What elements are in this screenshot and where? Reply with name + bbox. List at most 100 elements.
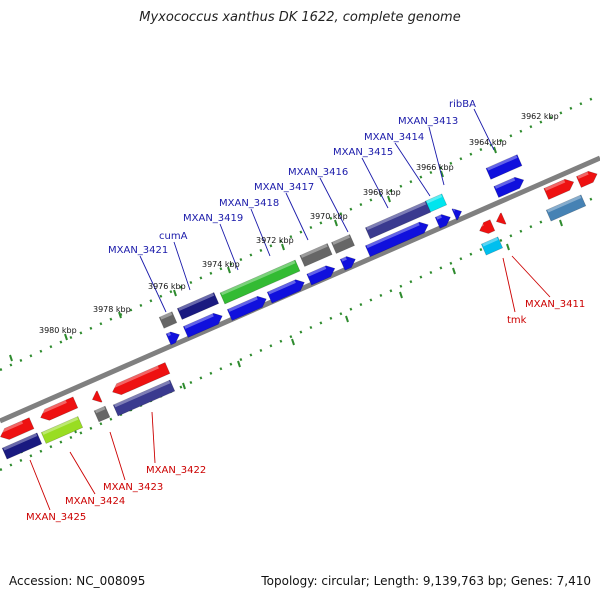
- gene-highlight: [494, 177, 516, 189]
- gene-label[interactable]: MXAN_3415: [333, 147, 393, 158]
- ruler-tick: [559, 219, 563, 227]
- gene-feature: [339, 256, 356, 271]
- gene-highlight: [494, 215, 497, 219]
- gene-arrow: [226, 295, 267, 321]
- gene-feature: [176, 292, 220, 320]
- ruler-tick: [9, 354, 13, 362]
- gene-highlight: [42, 416, 79, 435]
- gene-feature: [219, 259, 301, 305]
- scale-label: 3980 kbp: [39, 326, 77, 335]
- gene-arrow: [434, 214, 451, 229]
- gene-highlight: [547, 195, 582, 213]
- ruler-tick: [64, 333, 68, 341]
- gene-label[interactable]: MXAN_3413: [398, 116, 458, 127]
- gene-arrow: [493, 176, 525, 198]
- scale-label: 3976 kbp: [148, 282, 186, 291]
- gene-feature: [493, 176, 525, 198]
- gene-arrow: [479, 219, 496, 234]
- gene-label[interactable]: MXAN_3411: [525, 299, 585, 310]
- leader-line: [319, 177, 349, 233]
- gene-label[interactable]: ribBA: [449, 99, 476, 110]
- ruler-tick: [452, 267, 456, 275]
- gene-label[interactable]: MXAN_3422: [146, 465, 206, 476]
- gene-feature: [266, 279, 305, 304]
- gene-label[interactable]: MXAN_3418: [219, 198, 279, 209]
- gene-label[interactable]: MXAN_3416: [288, 167, 348, 178]
- leader-line: [29, 459, 51, 511]
- gene-arrow: [331, 234, 355, 254]
- gene-highlight: [111, 365, 159, 389]
- leader-line: [219, 223, 239, 271]
- gene-feature: [299, 243, 333, 267]
- gene-arrow: [299, 243, 333, 267]
- gene-highlight: [90, 393, 93, 397]
- gene-label[interactable]: MXAN_3414: [364, 132, 424, 143]
- upper-ruler: [0, 93, 600, 372]
- gene-arrow: [112, 379, 176, 417]
- gene-arrow: [485, 154, 523, 180]
- gene-label[interactable]: tmk: [507, 315, 527, 326]
- gene-highlight: [39, 400, 67, 415]
- gene-highlight: [577, 171, 589, 179]
- leader-line: [69, 451, 96, 495]
- gene-arrow: [93, 405, 111, 423]
- gene-label[interactable]: MXAN_3419: [183, 213, 243, 224]
- gene-label[interactable]: MXAN_3424: [65, 496, 125, 507]
- accession-text: Accession: NC_008095: [9, 574, 146, 588]
- gene-arrow: [219, 259, 301, 305]
- gene-arrow: [306, 265, 336, 286]
- ruler-tick: [387, 195, 391, 203]
- gene-highlight: [95, 406, 106, 414]
- lower-ruler: [0, 193, 600, 472]
- gene-feature: [451, 208, 463, 221]
- gene-highlight: [228, 296, 258, 312]
- gene-arrow: [40, 416, 84, 444]
- gene-arrow: [451, 208, 463, 221]
- gene-highlight: [268, 280, 296, 295]
- leader-line: [139, 255, 167, 313]
- summary-text: Topology: circular; Length: 9,139,763 bp…: [261, 574, 591, 588]
- label-leader-lines: [29, 108, 551, 511]
- leader-line: [151, 411, 156, 464]
- gene-arrow: [182, 312, 223, 338]
- leader-line: [394, 142, 431, 197]
- ruler-tick: [237, 360, 241, 368]
- leader-line: [511, 255, 551, 298]
- gene-highlight: [220, 260, 296, 296]
- gene-feature: [93, 405, 111, 423]
- gene-highlight: [178, 292, 215, 311]
- leader-line: [473, 108, 495, 151]
- gene-arrow: [1, 432, 43, 460]
- leader-line: [428, 126, 445, 186]
- gene-arrow: [40, 396, 79, 421]
- gene-feature: [364, 200, 432, 240]
- gene-label[interactable]: MXAN_3421: [108, 245, 168, 256]
- ruler-tick: [182, 382, 186, 390]
- gene-highlight: [486, 155, 518, 171]
- gene-highlight: [544, 179, 566, 191]
- leader-line: [250, 208, 271, 257]
- gene-label[interactable]: MXAN_3417: [254, 182, 314, 193]
- gene-feature: [543, 178, 575, 200]
- gene-arrow: [480, 236, 504, 256]
- gene-arrow: [91, 390, 103, 403]
- scale-label: 3966 kbp: [416, 163, 454, 172]
- gene-feature: [226, 295, 267, 321]
- gene-label[interactable]: MXAN_3425: [26, 512, 86, 523]
- gene-highlight: [426, 194, 443, 204]
- leader-line: [173, 241, 191, 291]
- gene-highlight: [332, 234, 351, 245]
- gene-feature: [306, 265, 336, 286]
- gene-label[interactable]: cumA: [159, 231, 188, 242]
- gene-feature: [165, 331, 180, 346]
- gene-feature: [480, 236, 504, 256]
- gene-feature: [434, 214, 451, 229]
- gene-highlight: [452, 208, 455, 212]
- gene-highlight: [482, 237, 499, 247]
- leader-line: [109, 431, 126, 481]
- ruler-tick: [118, 311, 122, 319]
- gene-arrow: [112, 362, 171, 396]
- gene-arrow: [576, 170, 598, 188]
- gene-label[interactable]: MXAN_3423: [103, 482, 163, 493]
